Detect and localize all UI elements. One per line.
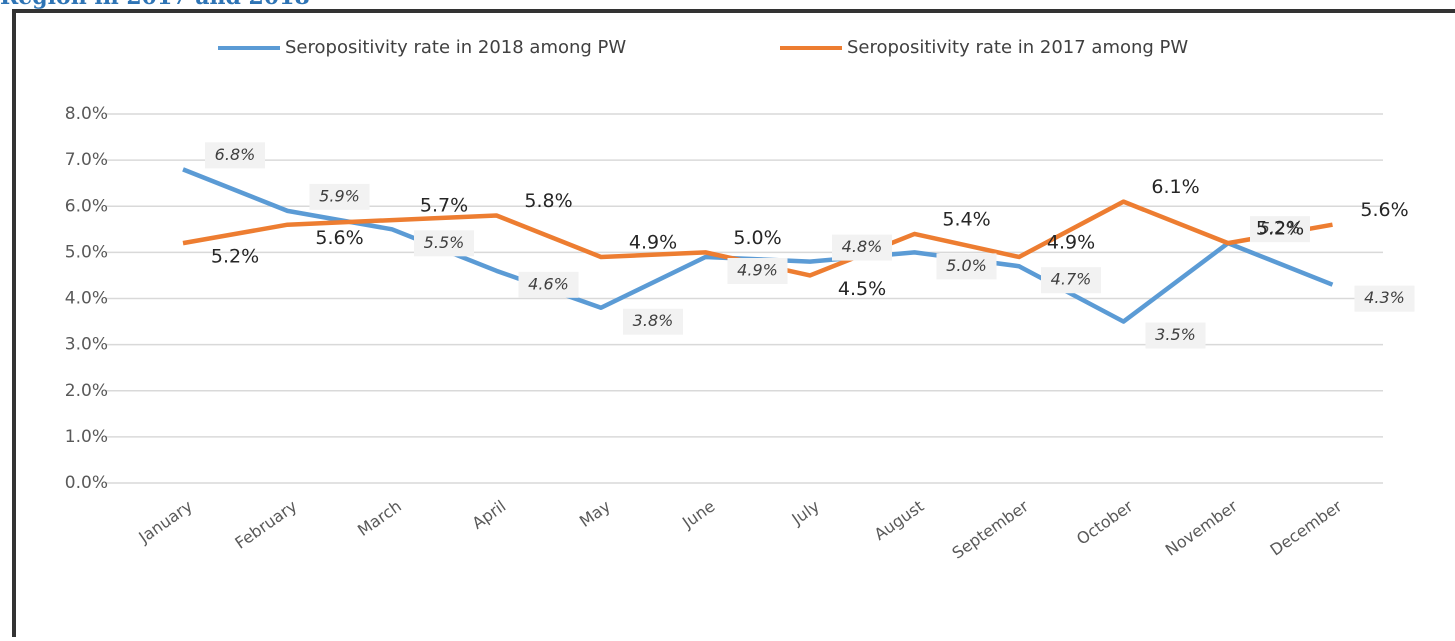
chart-frame bbox=[12, 9, 1455, 641]
y-tick-label: 5.0% bbox=[65, 242, 108, 262]
data-label: 4.8% bbox=[842, 237, 883, 256]
data-label: 3.8% bbox=[633, 311, 674, 330]
x-tick-label: February bbox=[231, 496, 300, 552]
data-label: 6.8% bbox=[215, 145, 256, 164]
data-label: 4.9% bbox=[629, 231, 677, 253]
data-label-bg bbox=[205, 142, 265, 169]
data-label-bg bbox=[623, 308, 683, 335]
data-label-bg bbox=[936, 253, 997, 280]
x-tick-label: January bbox=[134, 496, 195, 547]
data-label: 5.6% bbox=[315, 227, 363, 249]
data-label: 4.7% bbox=[1051, 270, 1092, 289]
data-label: 4.9% bbox=[1047, 231, 1095, 253]
data-label-bg bbox=[518, 271, 579, 298]
data-label: 6.1% bbox=[1151, 176, 1199, 198]
y-tick-label: 3.0% bbox=[65, 335, 108, 355]
x-tick-label: April bbox=[469, 496, 510, 533]
data-label-bg bbox=[1145, 322, 1206, 349]
x-tick-label: December bbox=[1267, 496, 1346, 559]
data-label-group: 6.8% bbox=[205, 142, 265, 169]
y-tick-label: 0.0% bbox=[65, 473, 108, 493]
x-tick-label: October bbox=[1073, 496, 1137, 549]
x-tick-label: June bbox=[678, 496, 718, 532]
data-label-bg bbox=[414, 230, 474, 257]
data-label: 5.5% bbox=[424, 233, 465, 252]
data-label-group: 4.3% bbox=[1354, 285, 1415, 312]
data-label: 5.0% bbox=[733, 227, 781, 249]
data-label-group: 5.2% bbox=[1250, 216, 1310, 243]
data-label: 5.9% bbox=[319, 186, 360, 205]
data-label-group: 5.5% bbox=[414, 230, 474, 257]
data-label: 5.2% bbox=[1256, 218, 1304, 240]
data-label-bg bbox=[1354, 285, 1415, 312]
data-label: 5.0% bbox=[946, 256, 987, 275]
data-label: 4.6% bbox=[528, 274, 569, 293]
data-label-bg bbox=[1250, 216, 1310, 243]
y-tick-label: 2.0% bbox=[65, 381, 108, 401]
data-label: 3.5% bbox=[1155, 325, 1196, 344]
x-tick-label: November bbox=[1162, 496, 1241, 560]
data-label-group: 4.9% bbox=[727, 257, 788, 284]
data-label-bg bbox=[832, 234, 892, 261]
data-label-group: 4.6% bbox=[518, 271, 579, 298]
x-tick-label: March bbox=[354, 496, 405, 540]
y-tick-label: 1.0% bbox=[65, 427, 108, 447]
data-label-group: 4.8% bbox=[832, 234, 892, 261]
data-label-group: 4.7% bbox=[1041, 267, 1101, 294]
y-tick-label: 4.0% bbox=[65, 289, 108, 309]
y-tick-label: 8.0% bbox=[65, 104, 108, 124]
data-label: 5.8% bbox=[524, 190, 572, 212]
data-label-bg bbox=[309, 183, 370, 210]
x-tick-label: August bbox=[871, 496, 928, 544]
data-label-group: 3.8% bbox=[623, 308, 683, 335]
legend-label: Seropositivity rate in 2017 among PW bbox=[847, 37, 1188, 58]
data-label: 5.4% bbox=[942, 208, 990, 230]
data-label: 5.2% bbox=[1260, 219, 1301, 238]
data-label-bg bbox=[727, 257, 788, 284]
data-label-bg bbox=[1041, 267, 1101, 294]
y-tick-label: 7.0% bbox=[65, 150, 108, 170]
x-tick-label: September bbox=[949, 496, 1033, 563]
data-label: 5.2% bbox=[211, 246, 259, 268]
legend-label: Seropositivity rate in 2018 among PW bbox=[285, 37, 626, 58]
data-label: 4.5% bbox=[838, 278, 886, 300]
data-label-group: 5.9% bbox=[309, 183, 370, 210]
x-tick-label: May bbox=[576, 496, 614, 531]
data-label: 4.9% bbox=[737, 260, 778, 279]
y-tick-label: 6.0% bbox=[65, 196, 108, 216]
data-label-group: 3.5% bbox=[1145, 322, 1206, 349]
data-label: 5.7% bbox=[420, 195, 468, 217]
data-label: 5.6% bbox=[1360, 199, 1408, 221]
x-tick-label: July bbox=[788, 496, 823, 529]
data-label-group: 5.0% bbox=[936, 253, 997, 280]
chart-title: Region in 2017 and 2018 bbox=[0, 0, 310, 10]
data-label: 4.3% bbox=[1364, 288, 1405, 307]
